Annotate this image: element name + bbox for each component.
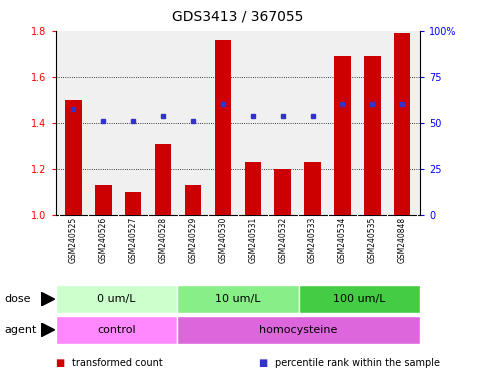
- Bar: [244, 162, 261, 215]
- Text: percentile rank within the sample: percentile rank within the sample: [275, 358, 440, 368]
- Bar: [364, 56, 381, 215]
- Text: 0 um/L: 0 um/L: [97, 294, 136, 304]
- Text: GSM240532: GSM240532: [278, 217, 287, 263]
- Bar: [334, 56, 351, 215]
- Bar: [215, 40, 231, 215]
- Text: GSM240848: GSM240848: [398, 217, 407, 263]
- Bar: [125, 192, 142, 215]
- Text: GSM240526: GSM240526: [99, 217, 108, 263]
- Text: GSM240530: GSM240530: [218, 217, 227, 263]
- Text: GSM240534: GSM240534: [338, 217, 347, 263]
- Bar: [304, 162, 321, 215]
- Bar: [274, 169, 291, 215]
- Bar: [298, 285, 420, 313]
- Text: control: control: [97, 325, 136, 335]
- Text: GSM240529: GSM240529: [188, 217, 198, 263]
- Polygon shape: [41, 323, 55, 337]
- Bar: [155, 144, 171, 215]
- Bar: [56, 285, 177, 313]
- Bar: [95, 185, 112, 215]
- Text: GDS3413 / 367055: GDS3413 / 367055: [172, 10, 303, 23]
- Text: ■: ■: [56, 358, 65, 368]
- Text: GSM240528: GSM240528: [158, 217, 168, 263]
- Bar: [65, 100, 82, 215]
- Text: homocysteine: homocysteine: [259, 325, 338, 335]
- Bar: [56, 316, 177, 344]
- Text: 10 um/L: 10 um/L: [215, 294, 261, 304]
- Text: ■: ■: [258, 358, 268, 368]
- Text: 100 um/L: 100 um/L: [333, 294, 386, 304]
- Bar: [185, 185, 201, 215]
- Bar: [177, 316, 420, 344]
- Text: GSM240525: GSM240525: [69, 217, 78, 263]
- Bar: [177, 285, 298, 313]
- Text: GSM240531: GSM240531: [248, 217, 257, 263]
- Text: transformed count: transformed count: [72, 358, 163, 368]
- Text: GSM240533: GSM240533: [308, 217, 317, 263]
- Text: GSM240527: GSM240527: [129, 217, 138, 263]
- Text: agent: agent: [5, 325, 37, 335]
- Text: dose: dose: [5, 294, 31, 304]
- Polygon shape: [41, 292, 55, 306]
- Bar: [394, 33, 411, 215]
- Text: GSM240535: GSM240535: [368, 217, 377, 263]
